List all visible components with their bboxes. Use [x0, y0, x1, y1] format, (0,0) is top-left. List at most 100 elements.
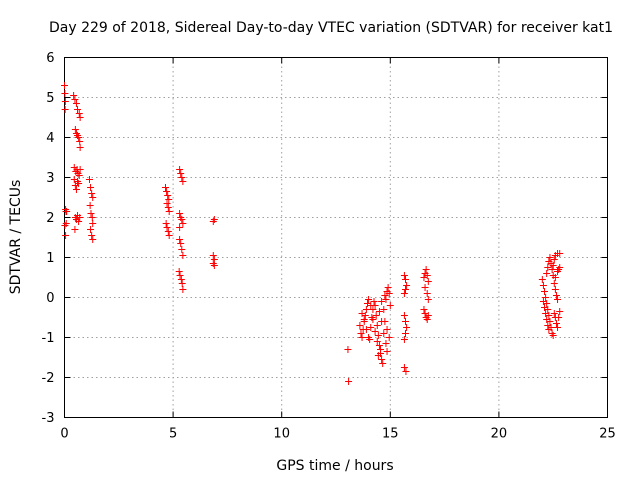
y-tick-label: -2 [42, 371, 55, 386]
data-point-marker [556, 250, 564, 257]
data-point-marker [165, 232, 173, 239]
y-tick-label: 5 [46, 91, 54, 106]
data-point-marker [424, 296, 432, 303]
data-point-marker [356, 322, 364, 329]
data-point-marker [177, 240, 185, 247]
data-point-marker [209, 252, 217, 259]
data-point-marker [556, 308, 564, 315]
data-point-marker [551, 274, 559, 281]
y-tick-label: -1 [42, 331, 55, 346]
data-point-marker [382, 296, 390, 303]
data-point-marker [423, 272, 431, 279]
data-point-marker [61, 82, 68, 89]
data-point-marker [421, 284, 429, 291]
data-point-marker [402, 368, 410, 375]
data-point-marker [370, 298, 378, 305]
data-point-marker [373, 322, 381, 329]
data-point-marker [538, 276, 546, 283]
data-point-marker [88, 190, 96, 197]
x-tick-label: 20 [491, 427, 508, 442]
data-point-marker [372, 312, 380, 319]
y-tick-label: -3 [42, 411, 55, 426]
data-point-marker [377, 346, 385, 353]
data-point-marker [550, 280, 558, 287]
data-point-marker [400, 272, 408, 279]
data-point-marker [85, 176, 93, 183]
data-point-marker [62, 232, 70, 239]
data-point-marker [71, 226, 79, 233]
data-point-marker [423, 290, 431, 297]
data-point-marker [400, 336, 408, 343]
data-point-marker [164, 228, 172, 235]
data-point-marker [76, 138, 84, 145]
x-tick-label: 5 [169, 427, 177, 442]
data-point-marker [424, 278, 432, 285]
data-point-marker [420, 306, 428, 313]
data-point-marker [210, 216, 218, 223]
data-point-marker [555, 314, 563, 321]
data-point-marker [178, 280, 186, 287]
chart-title: Day 229 of 2018, Sidereal Day-to-day VTE… [49, 20, 613, 36]
data-point-marker [400, 290, 408, 297]
data-point-marker [544, 322, 552, 329]
data-point-marker [176, 166, 184, 173]
data-point-marker [87, 226, 95, 233]
data-point-marker [385, 290, 393, 297]
data-point-marker [70, 92, 78, 99]
data-point-marker [175, 268, 183, 275]
data-point-marker [176, 236, 184, 243]
data-point-marker [179, 252, 187, 259]
data-point-marker [178, 246, 186, 253]
data-point-marker [176, 224, 184, 231]
data-point-marker [86, 202, 94, 209]
data-point-marker [88, 214, 96, 221]
data-point-marker [179, 286, 187, 293]
data-point-marker [365, 296, 373, 303]
data-point-marker [71, 96, 79, 103]
data-point-marker [400, 364, 408, 371]
data-point-marker [87, 210, 95, 217]
data-point-marker [344, 346, 352, 353]
data-point-marker [75, 218, 83, 225]
data-point-marker [380, 306, 388, 313]
data-point-marker [539, 282, 547, 289]
data-point-marker [161, 184, 169, 191]
data-point-marker [357, 330, 365, 337]
data-point-marker [382, 340, 390, 347]
data-point-marker [179, 178, 187, 185]
data-point-marker [554, 324, 562, 331]
data-point-marker [403, 282, 411, 289]
data-point-marker [375, 308, 383, 315]
y-axis-label: SDTVAR / TECUs [8, 180, 24, 295]
data-point-marker [380, 330, 388, 337]
data-point-marker [384, 284, 392, 291]
data-point-marker [552, 320, 560, 327]
data-point-marker [381, 318, 389, 325]
data-point-marker [358, 310, 366, 317]
data-point-marker [402, 286, 410, 293]
x-tick-label: 10 [273, 427, 290, 442]
data-point-marker [362, 326, 370, 333]
data-point-marker [543, 316, 551, 323]
data-point-marker [546, 254, 554, 261]
data-point-marker [369, 316, 377, 323]
axis-ticks: 0 5 10 15 20 25 -3 -2 -1 0 1 2 3 4 5 6 [42, 51, 616, 442]
data-point-marker [378, 356, 386, 363]
data-point-marker [75, 180, 83, 187]
data-point-marker [383, 348, 391, 355]
data-point-marker [176, 210, 184, 217]
data-point-marker [75, 110, 83, 117]
data-point-marker [162, 220, 170, 227]
data-point-marker [542, 310, 550, 317]
data-point-marker [164, 192, 172, 199]
data-point-marker [210, 256, 218, 263]
data-point-marker [541, 288, 549, 295]
data-point-marker [423, 316, 431, 323]
data-point-marker [76, 114, 84, 121]
data-points [61, 82, 564, 385]
data-point-marker [163, 200, 171, 207]
data-point-marker [549, 332, 557, 339]
data-point-marker [381, 292, 389, 299]
data-point-marker [539, 298, 547, 305]
data-point-marker [87, 184, 95, 191]
